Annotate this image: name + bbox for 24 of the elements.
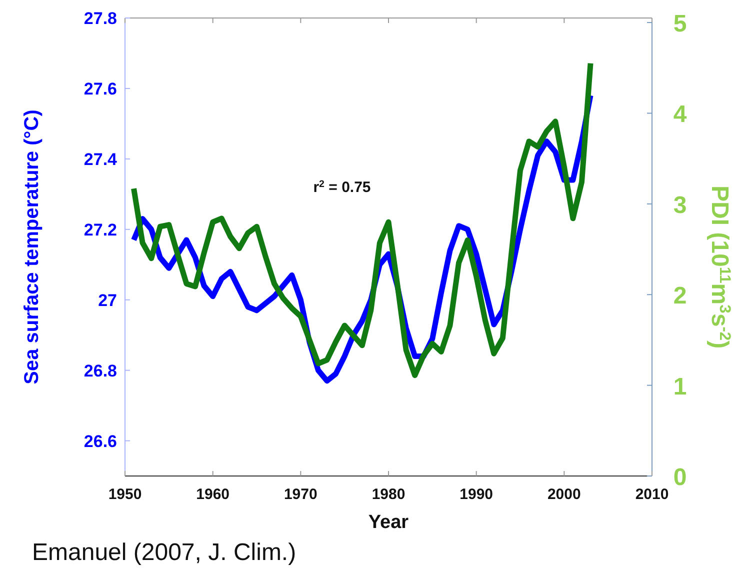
y2-tick-label: 3 (673, 192, 687, 219)
y-tick-label: 27.6 (84, 79, 117, 98)
x-tick-label: 2010 (635, 486, 669, 503)
y-axis-title: Sea surface temperature (°C) (21, 110, 43, 384)
y-tick-label: 27.2 (84, 220, 117, 240)
x-tick-label: 1990 (460, 486, 494, 503)
y-tick-label: 27.8 (84, 9, 117, 28)
y2-tick-label: 1 (673, 373, 687, 400)
annotation: r$^{2}$ = 0.75 (313, 178, 371, 196)
y-tick-label: 26.6 (84, 432, 117, 451)
y-tick-label: 27 (98, 290, 117, 310)
x-tick-label: 1960 (196, 486, 230, 503)
y2-tick-label: 4 (673, 101, 688, 128)
y-tick-label: 27.4 (84, 150, 118, 169)
x-tick-label: 1950 (108, 486, 142, 503)
x-axis-title: Year (368, 512, 410, 533)
y2-tick-label: 2 (673, 282, 687, 310)
y2-tick-label: 5 (673, 10, 687, 38)
y2-tick-label: 0 (673, 464, 687, 491)
x-tick-label: 1980 (372, 486, 406, 503)
x-tick-label: 1970 (284, 486, 318, 503)
x-tick-label: 2000 (547, 486, 581, 503)
text: Emanuel (2007, J. Clim.) (32, 539, 296, 566)
y-tick-label: 26.8 (84, 361, 117, 380)
